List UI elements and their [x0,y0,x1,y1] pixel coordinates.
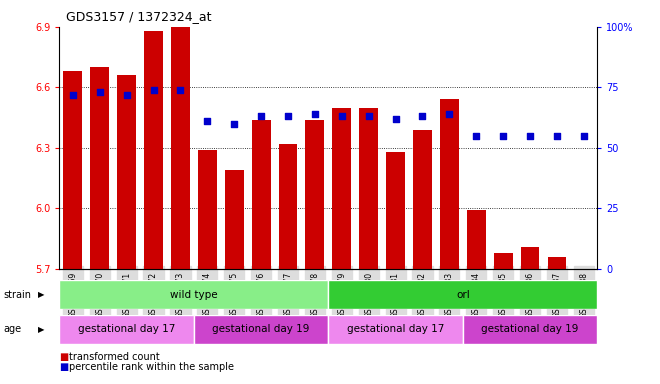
Point [337,113,347,119]
Point [364,113,374,119]
Text: GDS3157 / 1372324_at: GDS3157 / 1372324_at [66,10,211,23]
Point [202,118,213,124]
Point [282,113,293,119]
Bar [194,315,329,344]
Bar [494,253,513,269]
Point [175,87,185,93]
Text: transformed count: transformed count [69,352,160,362]
Point [121,91,132,98]
Bar [413,130,432,269]
Point [552,133,562,139]
Bar [329,315,463,344]
Text: gestational day 19: gestational day 19 [213,324,310,334]
Text: ■: ■ [59,362,69,372]
Point [498,133,508,139]
Point [579,133,589,139]
Bar [251,120,271,269]
Text: ▶: ▶ [38,325,44,334]
Text: strain: strain [3,290,31,300]
Text: percentile rank within the sample: percentile rank within the sample [69,362,234,372]
Text: age: age [3,324,21,334]
Text: ■: ■ [59,352,69,362]
Bar [463,315,597,344]
Bar [329,280,597,309]
Point [148,87,159,93]
Text: wild type: wild type [170,290,218,300]
Text: gestational day 19: gestational day 19 [481,324,579,334]
Bar [521,247,539,269]
Bar [90,67,109,269]
Point [471,133,482,139]
Point [229,121,240,127]
Bar [279,144,298,269]
Point [417,113,428,119]
Text: ▶: ▶ [38,290,44,299]
Bar [333,108,351,269]
Bar [440,99,459,269]
Bar [63,71,82,269]
Point [525,133,535,139]
Bar [198,150,216,269]
Text: gestational day 17: gestational day 17 [78,324,176,334]
Bar [144,31,163,269]
Point [256,113,267,119]
Point [444,111,455,117]
Bar [117,75,136,269]
Bar [548,257,566,269]
Point [310,111,320,117]
Point [94,89,105,95]
Bar [306,120,324,269]
Point [390,116,401,122]
Bar [59,280,329,309]
Bar [386,152,405,269]
Point [67,91,78,98]
Bar [359,108,378,269]
Bar [467,210,486,269]
Bar [59,315,194,344]
Text: gestational day 17: gestational day 17 [347,324,444,334]
Bar [171,27,190,269]
Bar [225,170,244,269]
Text: orl: orl [456,290,470,300]
